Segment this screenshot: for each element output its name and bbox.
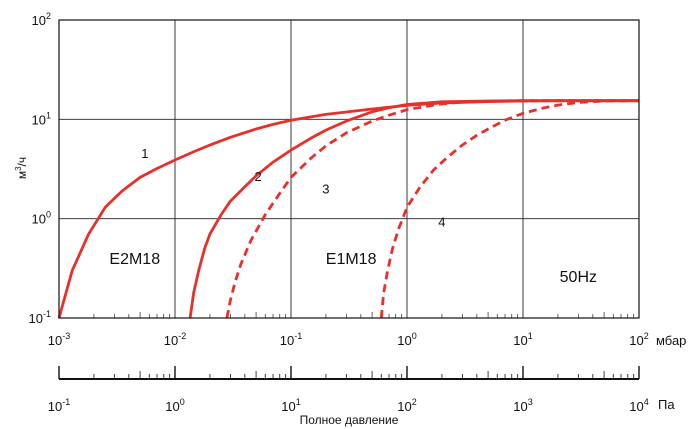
x-tick-label-0-exp: -3	[62, 331, 70, 341]
annotations: 1 2 3 4 E2M18 E1M18 50Hz	[109, 146, 597, 286]
x-tick-label-0-base: 10	[48, 333, 62, 348]
y-tick-label-0: 10-1	[29, 309, 51, 326]
x-tick-label-2: 10-1	[280, 331, 302, 348]
y-tick-label-1: 100	[32, 210, 51, 227]
pa-tick-label-3: 102	[397, 397, 416, 414]
pa-tick-label-2: 101	[281, 397, 300, 414]
y-axis-label: м3/ч	[14, 157, 29, 179]
pa-tick-label-5: 104	[629, 397, 648, 414]
x-tick-label-4-base: 10	[513, 333, 527, 348]
series-line-2	[188, 99, 639, 319]
y-tick-label-2-exp: 1	[46, 110, 51, 120]
x-tick-label-5-base: 10	[629, 333, 643, 348]
x-tick-label-0: 10-3	[48, 331, 70, 348]
y-tick-label-0-base: 10	[29, 311, 43, 326]
pa-tick-label-5-exp: 4	[644, 397, 649, 407]
series-line-4	[379, 99, 640, 319]
x-tick-label-1-base: 10	[164, 333, 178, 348]
y-axis-label-base: м	[15, 171, 29, 179]
y-axis-label-sup: 3	[14, 166, 23, 171]
pa-tick-label-1-base: 10	[165, 399, 179, 414]
x-tick-label-4: 101	[513, 331, 532, 348]
pa-tick-label-4-exp: 3	[528, 397, 533, 407]
series-line-3	[225, 99, 639, 319]
pa-tick-label-3-base: 10	[397, 399, 411, 414]
series-label-1: 1	[141, 146, 148, 161]
pa-tick-label-1-exp: 0	[180, 397, 185, 407]
plot-frame	[58, 19, 640, 319]
pa-axis: 10-1 100 101 102 103 104	[48, 366, 649, 414]
y-tick-label-2: 101	[32, 110, 51, 127]
pa-tick-label-2-exp: 1	[296, 397, 301, 407]
pa-tick-label-3-exp: 2	[412, 397, 417, 407]
x-tick-label-3-base: 10	[397, 333, 411, 348]
series-label-2: 2	[254, 169, 261, 184]
x-axis-unit-label: мбар	[656, 333, 686, 348]
x-tick-label-4-exp: 1	[528, 331, 533, 341]
x-tick-label-5: 102	[629, 331, 648, 348]
pa-tick-label-0: 10-1	[48, 397, 70, 414]
model-label-e1m18: E1M18	[326, 251, 377, 268]
x-tick-label-3-exp: 0	[412, 331, 417, 341]
y-tick-label-3: 102	[32, 11, 51, 28]
bottom-axis-title: Полное давление	[300, 413, 399, 427]
pa-tick-label-4-base: 10	[513, 399, 527, 414]
pa-tick-label-1: 100	[165, 397, 184, 414]
pa-tick-label-2-base: 10	[281, 399, 295, 414]
y-tick-label-2-base: 10	[32, 112, 46, 127]
x-tick-label-3: 100	[397, 331, 416, 348]
series-label-4: 4	[438, 215, 445, 230]
y-axis-label-tail: /ч	[15, 157, 29, 167]
pa-tick-label-0-exp: -1	[62, 397, 70, 407]
x-tick-label-1: 10-2	[164, 331, 186, 348]
grid	[58, 19, 640, 319]
x-tick-label-2-exp: -1	[294, 331, 302, 341]
series-label-3: 3	[322, 181, 329, 196]
x-tick-label-2-base: 10	[280, 333, 294, 348]
series-line-1	[57, 99, 639, 319]
frequency-label: 50Hz	[560, 269, 597, 286]
pa-tick-label-5-base: 10	[629, 399, 643, 414]
y-tick-label-3-exp: 2	[46, 11, 51, 21]
y-tick-label-1-base: 10	[32, 212, 46, 227]
y-tick-label-1-exp: 0	[46, 210, 51, 220]
x-tick-label-5-exp: 2	[644, 331, 649, 341]
pa-tick-label-4: 103	[513, 397, 532, 414]
pa-tick-label-0-base: 10	[48, 399, 62, 414]
y-tick-label-3-base: 10	[32, 13, 46, 28]
series-lines	[57, 99, 640, 319]
y-tick-label-0-exp: -1	[43, 309, 51, 319]
x-tick-label-1-exp: -2	[178, 331, 186, 341]
model-label-e2m18: E2M18	[109, 251, 160, 268]
pa-axis-unit-label: Па	[658, 397, 675, 412]
